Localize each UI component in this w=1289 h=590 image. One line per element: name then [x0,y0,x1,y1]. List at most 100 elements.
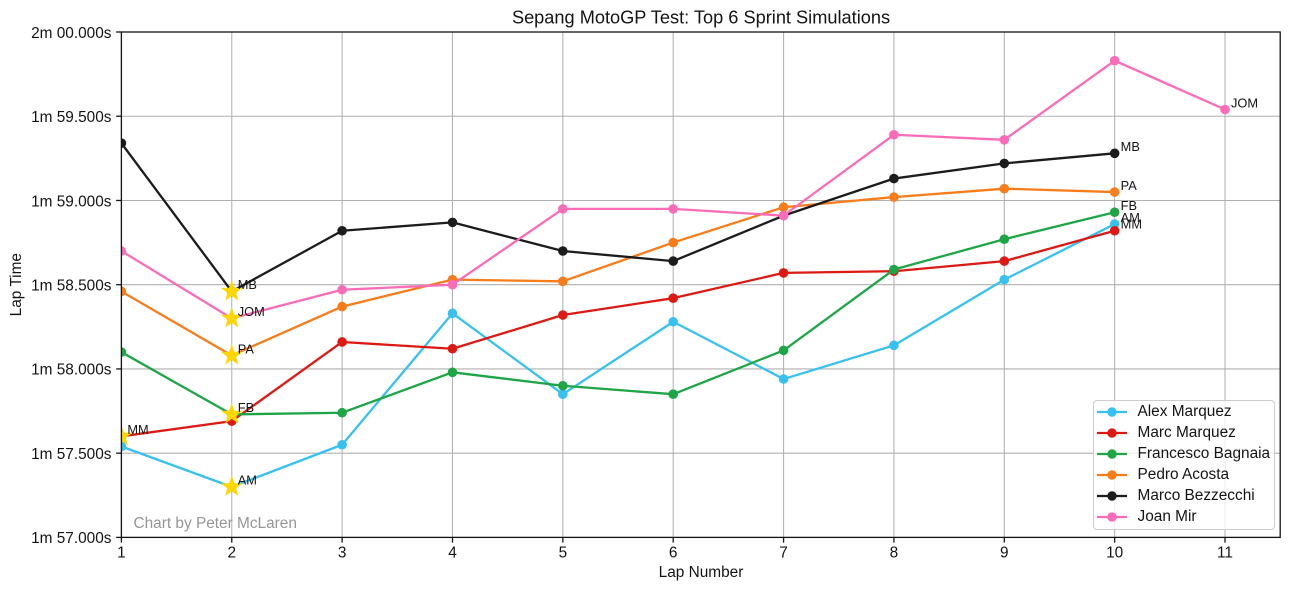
series-mm [121,225,1120,442]
legend-marker-jom [1097,511,1127,522]
data-point-fb-lap-8 [889,264,899,275]
data-point-jom-lap-10 [1109,55,1120,66]
legend-dot [1107,448,1117,459]
legend-dot [1107,427,1117,438]
data-point-am-lap-1 [121,441,127,452]
data-point-mb-lap-6 [668,256,679,266]
fastest-lap-label-fb: FB [238,400,254,415]
fastest-lap-star-am [221,475,243,496]
data-point-jom-lap-7 [778,210,789,221]
series-line-mm [121,229,1115,438]
data-point-mb-lap-10 [1109,148,1120,159]
series-mb [121,138,1120,297]
fastest-lap-label-am: AM [238,473,257,488]
x-tick-label: 4 [448,545,457,562]
data-point-am-lap-7 [778,374,789,384]
y-tick-label: 1m 57.000s [31,530,112,547]
data-point-pa-lap-10 [1109,187,1120,197]
legend-dot [1107,511,1117,522]
legend-dot [1107,469,1117,480]
x-tick-label: 7 [779,545,788,562]
series-end-label-fb: FB [1121,198,1137,213]
y-tick-label: 1m 57.500s [31,446,112,463]
series-end-label-jom: JOM [1231,95,1258,110]
data-point-pa-lap-8 [889,192,899,202]
y-tick-label: 1m 58.000s [31,362,112,379]
watermark: Chart by Peter McLaren [134,515,297,532]
fastest-lap-label-mm: MM [127,422,148,437]
series-line-pa [121,187,1115,357]
x-tick-label: 9 [1000,545,1009,562]
legend-item-pa: Pedro Acosta [1097,464,1274,485]
x-tick-label: 2 [227,545,236,562]
legend-label-mm: Marc Marquez [1137,423,1236,441]
data-point-fb-lap-7 [778,345,789,356]
legend-item-mb: Marco Bezzecchi [1097,485,1274,506]
legend-dot [1107,490,1117,501]
data-point-pa-lap-9 [999,183,1010,194]
data-point-pa-lap-5 [558,276,568,287]
legend: Alex Marquez Marc Marquez Francesco Bagnai… [1092,400,1275,530]
data-point-mb-lap-3 [337,225,347,236]
data-point-mb-lap-4 [447,217,458,228]
series-end-label-am: AM [1121,210,1140,225]
data-point-mm-lap-7 [778,268,789,278]
series-end-label-pa: PA [1121,178,1138,193]
series-fb [121,207,1120,420]
data-point-mb-lap-1 [121,138,127,148]
data-point-fb-lap-5 [558,380,568,391]
data-point-fb-lap-10 [1109,207,1120,218]
fastest-lap-star-jom [221,307,243,328]
legend-item-mm: Marc Marquez [1097,422,1274,443]
fastest-lap-star-mb [221,280,243,301]
data-point-jom-lap-11 [1220,104,1230,115]
series-end-label-mm: MM [1121,217,1142,232]
series-line-am [121,223,1116,489]
legend-marker-am [1097,406,1127,417]
legend-item-jom: Joan Mir [1097,506,1274,527]
data-point-jom-lap-5 [558,204,568,214]
legend-label-am: Alex Marquez [1137,402,1232,420]
data-point-fb-lap-3 [337,407,347,418]
series-layer [121,55,1230,492]
legend-item-am: Alex Marquez [1097,401,1274,422]
fastest-lap-label-pa: PA [238,341,255,356]
data-point-mb-lap-8 [889,173,899,184]
data-point-fb-lap-1 [121,347,127,357]
data-point-pa-lap-6 [668,237,679,248]
data-point-jom-lap-3 [337,284,347,295]
data-point-mm-lap-5 [558,310,568,320]
axes-layer: 1 2 3 4 5 6 7 8 9 10 11 2m 00.000s 1m 59.500s 1m 59.0… [31,25,1281,562]
data-point-mb-lap-9 [999,158,1010,169]
series-line-mb [121,142,1115,293]
y-tick-label: 2m 00.000s [31,25,112,42]
data-point-mb-lap-5 [558,246,568,256]
data-point-jom-lap-6 [668,204,679,214]
legend-marker-mb [1097,490,1127,501]
data-point-am-lap-4 [447,308,458,319]
data-point-am-lap-9 [999,274,1010,285]
legend-item-fb: Francesco Bagnaia [1097,443,1274,464]
data-point-jom-lap-4 [447,279,458,290]
series-end-label-mb: MB [1121,139,1140,154]
data-point-am-lap-3 [337,439,347,450]
data-point-mm-lap-6 [668,293,679,303]
x-tick-label: 5 [559,545,568,562]
fastest-lap-star-layer [121,280,243,496]
x-tick-label: 8 [890,545,899,562]
data-point-pa-lap-3 [337,301,347,312]
legend-marker-pa [1097,469,1127,480]
fastest-lap-label-jom: JOM [238,304,265,319]
fastest-lap-star-pa [221,344,243,365]
legend-marker-mm [1097,427,1127,438]
data-point-am-lap-8 [889,340,899,351]
fastest-lap-star-fb [221,403,243,424]
data-point-jom-lap-1 [121,246,127,256]
legend-label-fb: Francesco Bagnaia [1137,444,1271,462]
legend-label-mb: Marco Bezzecchi [1137,486,1255,504]
fastest-lap-label-mb: MB [238,277,257,292]
data-point-am-lap-6 [668,316,679,327]
data-point-fb-lap-6 [668,389,679,400]
